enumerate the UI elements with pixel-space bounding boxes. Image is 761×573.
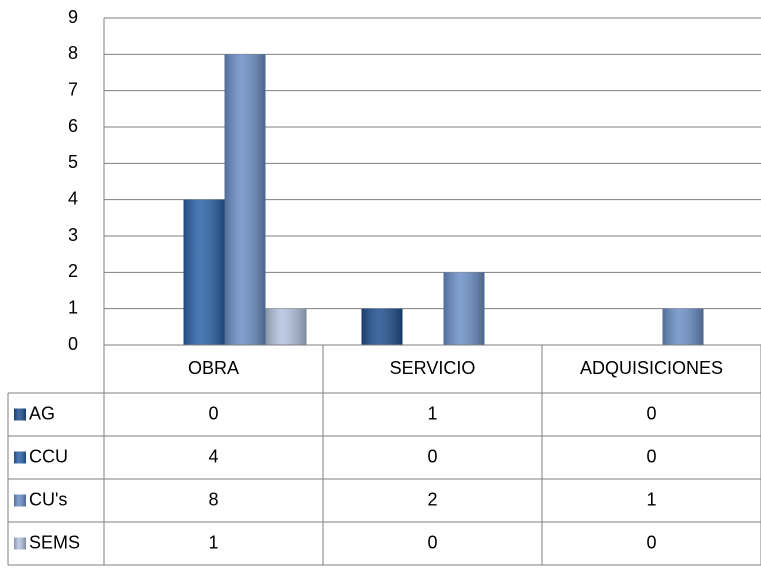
bar-shade	[443, 272, 485, 345]
table-value: 0	[208, 403, 218, 423]
table-value: 8	[208, 489, 218, 509]
y-tick-label: 2	[68, 261, 78, 281]
y-tick-label: 6	[68, 116, 78, 136]
legend-key-shade	[14, 537, 26, 550]
table-value: 0	[427, 446, 437, 466]
table-value: 0	[646, 446, 656, 466]
table-value: 2	[427, 489, 437, 509]
y-tick-label: 4	[68, 188, 78, 208]
bar-shade	[224, 54, 266, 345]
legend-label: CCU	[29, 446, 68, 466]
table-value: 1	[208, 532, 218, 552]
table-value: 0	[646, 403, 656, 423]
y-tick-label: 0	[68, 334, 78, 354]
legend-label: SEMS	[29, 532, 80, 552]
y-tick-label: 3	[68, 225, 78, 245]
bar-shade	[662, 308, 704, 345]
table-value: 1	[427, 403, 437, 423]
bar-shade	[265, 308, 307, 345]
y-tick-label: 1	[68, 297, 78, 317]
legend-key-shade	[14, 451, 26, 464]
legend-label: AG	[29, 403, 55, 423]
table-value: 1	[646, 489, 656, 509]
x-tick-label: OBRA	[188, 358, 239, 378]
legend-label: CU's	[29, 489, 67, 509]
table-value: 0	[427, 532, 437, 552]
x-tick-label: ADQUISICIONES	[580, 358, 723, 378]
y-tick-label: 5	[68, 152, 78, 172]
table-value: 4	[208, 446, 218, 466]
legend-key-shade	[14, 494, 26, 507]
y-tick-label: 7	[68, 79, 78, 99]
legend-key-shade	[14, 408, 26, 421]
x-tick-label: SERVICIO	[390, 358, 476, 378]
y-tick-label: 8	[68, 43, 78, 63]
bar-shade	[183, 199, 225, 345]
bar-shade	[361, 308, 403, 345]
y-tick-label: 9	[68, 7, 78, 27]
table-value: 0	[646, 532, 656, 552]
